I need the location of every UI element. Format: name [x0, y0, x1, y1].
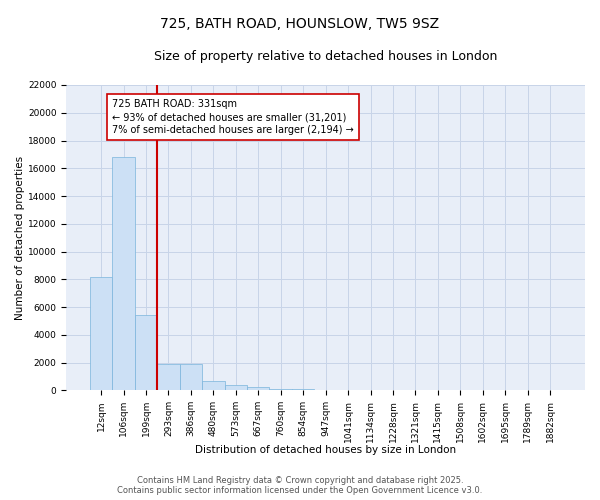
Bar — [224, 385, 247, 390]
Text: 725, BATH ROAD, HOUNSLOW, TW5 9SZ: 725, BATH ROAD, HOUNSLOW, TW5 9SZ — [160, 18, 440, 32]
Y-axis label: Number of detached properties: Number of detached properties — [15, 156, 25, 320]
Bar — [202, 382, 224, 390]
X-axis label: Distribution of detached houses by size in London: Distribution of detached houses by size … — [195, 445, 456, 455]
Title: Size of property relative to detached houses in London: Size of property relative to detached ho… — [154, 50, 497, 63]
Bar — [269, 388, 292, 390]
Bar — [247, 387, 269, 390]
Bar — [90, 276, 112, 390]
Text: Contains HM Land Registry data © Crown copyright and database right 2025.
Contai: Contains HM Land Registry data © Crown c… — [118, 476, 482, 495]
Text: 725 BATH ROAD: 331sqm
← 93% of detached houses are smaller (31,201)
7% of semi-d: 725 BATH ROAD: 331sqm ← 93% of detached … — [112, 99, 354, 136]
Bar — [112, 157, 135, 390]
Bar — [179, 364, 202, 390]
Bar — [157, 364, 179, 390]
Bar — [135, 314, 157, 390]
